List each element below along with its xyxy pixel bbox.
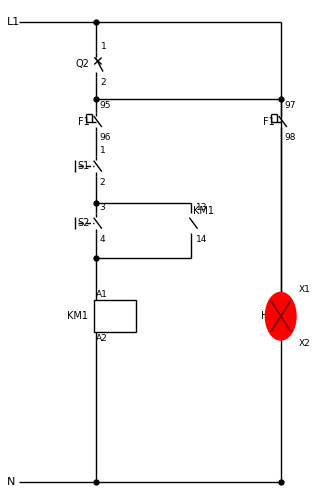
Text: N: N: [6, 477, 15, 487]
Text: X2: X2: [299, 339, 311, 348]
Text: 4: 4: [100, 235, 105, 244]
Text: 98: 98: [285, 133, 296, 142]
Text: F1: F1: [263, 117, 274, 126]
Text: A2: A2: [96, 334, 108, 343]
Text: L1: L1: [6, 17, 20, 27]
Text: KM1: KM1: [193, 206, 214, 216]
Text: A1: A1: [96, 290, 108, 299]
Text: 2: 2: [100, 178, 105, 186]
Text: 96: 96: [100, 133, 111, 142]
Text: 14: 14: [196, 235, 208, 244]
Text: S2: S2: [77, 218, 89, 228]
Circle shape: [265, 293, 296, 340]
Text: 1: 1: [100, 146, 105, 155]
Text: S1: S1: [77, 161, 89, 171]
Text: H1: H1: [261, 311, 274, 321]
Text: 97: 97: [285, 101, 296, 110]
Text: KM1: KM1: [67, 311, 88, 321]
Text: 95: 95: [100, 101, 111, 110]
Text: 1: 1: [100, 42, 106, 51]
Text: 2: 2: [100, 78, 106, 87]
Text: Q2: Q2: [76, 60, 89, 69]
Text: 3: 3: [100, 203, 105, 212]
Text: X1: X1: [299, 285, 311, 294]
Bar: [94, 300, 136, 332]
Text: F1: F1: [78, 117, 89, 126]
Text: 13: 13: [196, 203, 208, 212]
